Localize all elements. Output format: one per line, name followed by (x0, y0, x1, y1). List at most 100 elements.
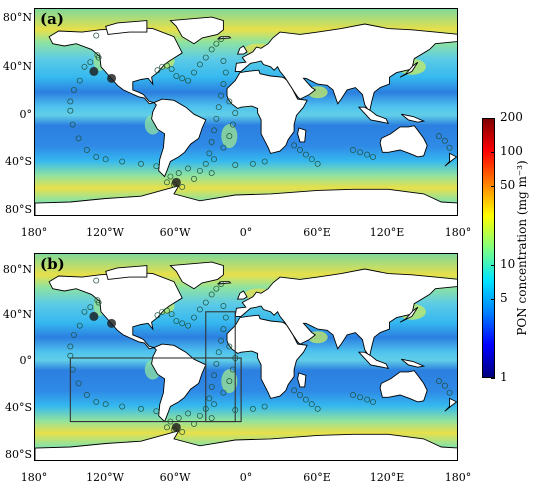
sample-point (70, 86, 77, 93)
sample-point (211, 156, 217, 163)
sample-cluster (89, 66, 99, 76)
x-tick-label: 120°W (86, 226, 124, 239)
upwelling-patch (221, 124, 238, 149)
sample-point (218, 281, 225, 287)
colorbar-tick-mark (491, 378, 495, 379)
map-svg-b (35, 254, 457, 460)
sample-point (446, 144, 453, 151)
sample-point (206, 150, 213, 157)
sample-point (297, 147, 303, 153)
sample-cluster (171, 422, 181, 432)
colorbar-tick-label: 5 (500, 291, 508, 306)
sample-point (357, 149, 364, 156)
land-polygon (35, 185, 457, 215)
sample-cluster (171, 177, 181, 187)
sample-point (167, 173, 174, 180)
sample-point (202, 54, 209, 61)
sample-point (163, 307, 170, 314)
sample-point (218, 92, 225, 99)
sample-point (119, 403, 126, 410)
x-tick-label: 120°E (369, 471, 405, 484)
sample-point (179, 184, 186, 190)
sample-point (102, 156, 109, 163)
study-region-box (69, 357, 242, 423)
sample-point (206, 395, 213, 402)
land-polygon (217, 36, 232, 40)
y-tick-label: 40°S (4, 401, 32, 414)
land-polygon (35, 430, 457, 460)
land-polygon (379, 370, 428, 403)
sample-point (364, 396, 371, 403)
sample-point (76, 322, 83, 329)
sample-point (67, 343, 74, 350)
y-tick-label: 40°N (2, 60, 32, 73)
sample-point (93, 277, 100, 284)
sample-point (208, 46, 215, 53)
land-polygon (226, 69, 308, 154)
x-tick-label: 60°E (303, 226, 331, 239)
sample-point (76, 77, 83, 84)
sample-point (441, 137, 448, 144)
sample-point (196, 306, 203, 313)
sample-point (119, 158, 126, 165)
sample-point (93, 153, 100, 160)
sample-point (208, 291, 215, 298)
sample-point (215, 349, 222, 356)
x-tick-label: 60°E (303, 471, 331, 484)
sample-point (202, 405, 209, 412)
sample-point (208, 138, 215, 145)
sample-point (173, 73, 180, 79)
sample-point (291, 387, 298, 394)
sample-point (70, 331, 77, 338)
sample-point (69, 121, 76, 128)
sample-point (196, 167, 203, 174)
map-panel-a: (a) (34, 8, 458, 216)
sample-point (185, 77, 192, 84)
panel-label-a: (a) (40, 10, 64, 28)
colorbar-tick-label: 100 (500, 144, 523, 158)
colorbar-tick-mark (491, 299, 495, 301)
sample-point (232, 407, 239, 413)
sample-point (75, 135, 82, 142)
land-polygon (379, 125, 428, 158)
sample-point (213, 40, 220, 47)
sample-point (314, 160, 321, 167)
sample-point (196, 412, 203, 419)
sample-point (226, 343, 233, 350)
sample-point (297, 392, 303, 398)
colorbar-tick-label: 200 (500, 110, 523, 124)
x-tick-label: 120°E (369, 226, 405, 239)
sample-point (291, 142, 298, 149)
map-svg-a (35, 9, 457, 215)
sample-point (218, 36, 225, 42)
sample-point (168, 311, 175, 318)
sample-point (261, 158, 268, 165)
sample-point (229, 121, 236, 128)
land-polygon (105, 265, 148, 280)
sample-point (179, 320, 186, 327)
x-tick-label: 0° (239, 226, 253, 239)
land-polygon (357, 351, 390, 370)
sample-point (83, 392, 90, 398)
sample-point (163, 424, 170, 431)
sample-point (154, 67, 161, 74)
sample-point (350, 147, 356, 153)
y-tick-label: 80°S (4, 203, 32, 216)
x-tick-label: 180° (444, 226, 472, 239)
colorbar-tick-label: 50 (500, 178, 516, 193)
sample-cluster (89, 311, 99, 321)
x-tick-label: 60°W (159, 471, 191, 484)
sample-point (220, 144, 227, 151)
sample-point (153, 408, 160, 415)
sample-point (81, 308, 88, 315)
sample-point (436, 378, 442, 385)
sample-point (153, 163, 160, 170)
sample-point (314, 405, 321, 412)
sample-point (87, 59, 94, 66)
sample-point (138, 405, 144, 412)
map-panel-b: (b) (34, 253, 458, 461)
sample-point (69, 366, 76, 373)
sample-point (87, 304, 94, 311)
sample-point (173, 318, 180, 324)
sample-point (226, 133, 233, 140)
